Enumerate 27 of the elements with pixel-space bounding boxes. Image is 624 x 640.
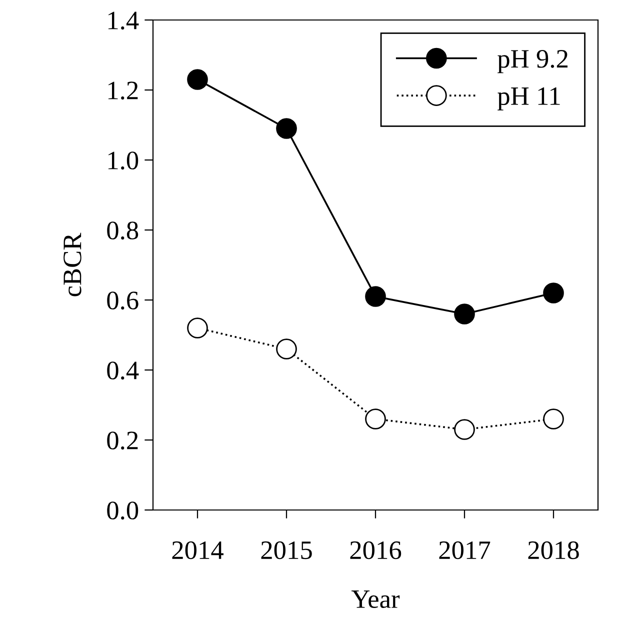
- x-tick-label: 2017: [439, 541, 490, 560]
- x-axis-title: Year: [351, 590, 400, 608]
- y-tick-label: 0.8: [107, 222, 138, 240]
- legend-label: pH 9.2: [498, 50, 568, 74]
- y-tick-label: 1.4: [108, 12, 139, 30]
- x-tick-label: 2014: [172, 541, 224, 560]
- point: [543, 282, 564, 304]
- y-tick-label: 1.2: [108, 82, 138, 100]
- x-tick-label: 2016: [350, 541, 402, 560]
- point: [187, 318, 208, 338]
- legend-label: pH 11: [498, 87, 560, 110]
- y-axis-title: cBCR: [64, 232, 82, 296]
- x-tick-label: 2015: [261, 541, 312, 560]
- point: [365, 408, 386, 430]
- point: [187, 69, 208, 90]
- y-tick-label: 0.2: [107, 432, 138, 450]
- x-tick-label: 2018: [528, 541, 579, 560]
- y-tick-label: 1.0: [108, 152, 138, 170]
- point: [543, 408, 564, 430]
- y-tick-label: 0.4: [107, 362, 139, 380]
- point: [454, 419, 475, 440]
- y-tick-label: 0.0: [107, 502, 138, 520]
- point: [276, 118, 297, 139]
- y-tick-label: 0.6: [107, 292, 138, 310]
- point: [454, 304, 475, 324]
- point: [365, 286, 386, 307]
- point: [276, 338, 297, 360]
